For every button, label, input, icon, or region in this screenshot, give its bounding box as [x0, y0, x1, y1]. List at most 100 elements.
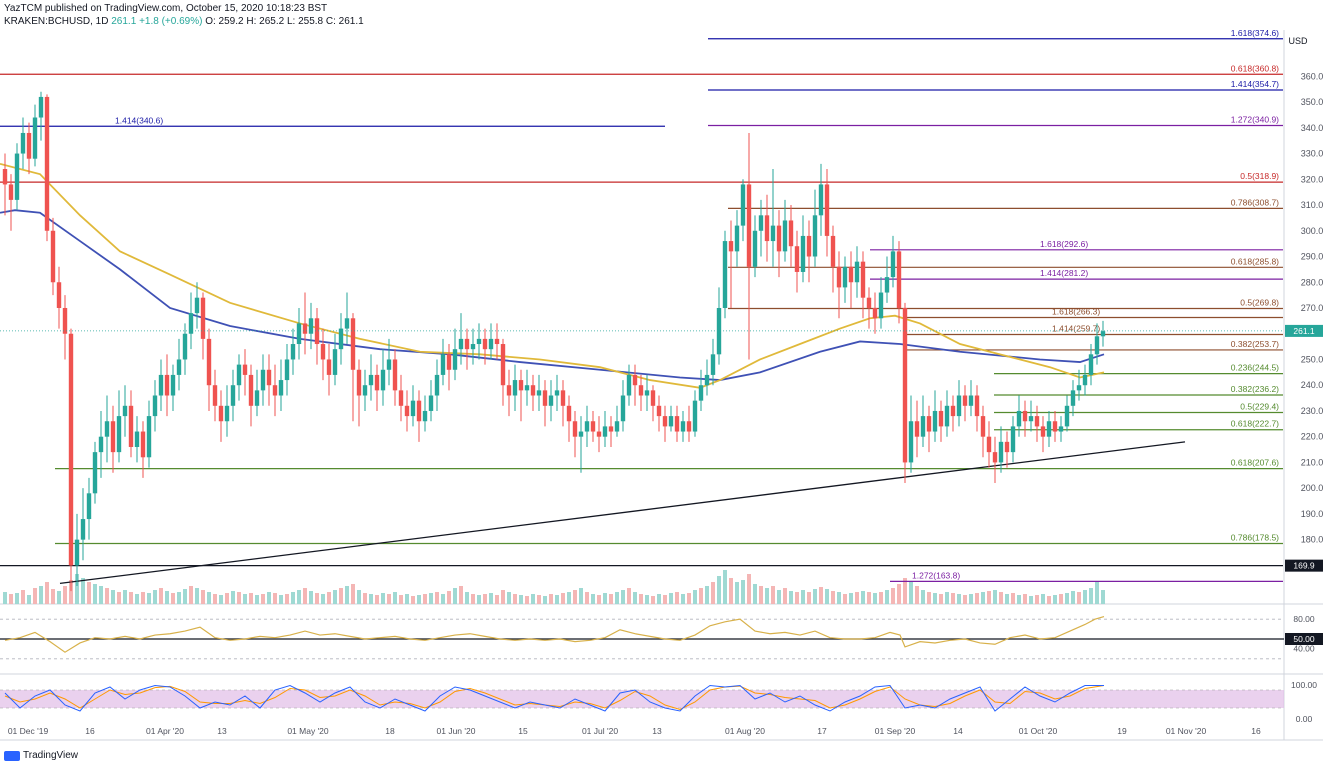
candle-body — [62, 307, 68, 334]
candle-body — [440, 354, 446, 375]
volume-bar — [81, 578, 85, 604]
volume-bar — [1053, 595, 1057, 604]
volume-bar — [405, 594, 409, 604]
candle-body — [74, 539, 80, 566]
candle-body — [812, 215, 818, 257]
volume-bar — [237, 592, 241, 604]
candle-body — [212, 385, 218, 406]
candle-body — [296, 323, 302, 345]
candle — [740, 179, 746, 242]
candle-body — [422, 410, 428, 422]
candle-body — [722, 241, 728, 308]
candle — [914, 400, 920, 458]
volume-bar — [297, 590, 301, 604]
candle — [74, 513, 80, 586]
candle-body — [800, 235, 806, 272]
candle — [200, 292, 206, 360]
volume-bar — [123, 590, 127, 604]
volume-bar — [1065, 593, 1069, 604]
candle-body — [260, 369, 266, 391]
volume-bar — [771, 586, 775, 604]
last-price-value: 261.1 — [111, 16, 137, 27]
candle-body — [728, 241, 734, 252]
candle-body — [392, 359, 398, 391]
volume-bar — [747, 574, 751, 604]
candle — [440, 338, 446, 386]
volume-bar — [135, 594, 139, 604]
candle — [62, 295, 68, 360]
candle-body — [368, 374, 374, 386]
candle — [128, 390, 134, 458]
candle — [50, 217, 56, 296]
candle — [92, 441, 98, 504]
candle — [590, 410, 596, 442]
candle-body — [518, 380, 524, 391]
volume-bar — [1023, 594, 1027, 604]
candle-body — [350, 318, 356, 370]
candle — [926, 405, 932, 453]
volume-bar — [873, 593, 877, 604]
candle-body — [770, 225, 776, 242]
volume-bar — [333, 590, 337, 604]
volume-bar — [537, 595, 541, 604]
candle — [992, 436, 998, 484]
volume-bar — [579, 588, 583, 604]
candle — [878, 277, 884, 329]
candle-body — [410, 400, 416, 417]
candle-body — [452, 349, 458, 370]
fib-level-label: 1.414(259.7) — [1052, 324, 1100, 334]
candle — [2, 153, 8, 216]
candle-body — [608, 426, 614, 432]
low-value: L: 255.8 — [286, 16, 324, 27]
volume-bar — [819, 587, 823, 604]
candle — [548, 380, 554, 422]
candle — [824, 168, 830, 257]
tradingview-icon — [4, 750, 20, 761]
candle — [1058, 416, 1064, 442]
volume-bar — [141, 592, 145, 604]
volume-bar — [213, 594, 217, 604]
volume-bar — [765, 588, 769, 604]
fib-level-label: 0.618(222.7) — [1231, 419, 1279, 429]
volume-bar — [921, 590, 925, 604]
volume-bar — [1005, 594, 1009, 604]
candle-body — [278, 380, 284, 396]
volume-bar — [1089, 588, 1093, 604]
candle-body — [56, 282, 62, 308]
volume-bar — [645, 595, 649, 604]
candle-body — [998, 441, 1004, 463]
volume-bar — [165, 591, 169, 604]
candle — [164, 354, 170, 417]
symbol-label[interactable]: KRAKEN:BCHUSD, 1D — [4, 16, 109, 27]
candle — [950, 395, 956, 432]
candle-body — [848, 266, 854, 283]
volume-bar — [879, 592, 883, 604]
candle-body — [380, 369, 386, 391]
volume-bar — [219, 595, 223, 604]
candle — [356, 359, 362, 427]
candle — [1040, 416, 1046, 453]
volume-bar — [453, 588, 457, 604]
candle — [470, 328, 476, 365]
candle — [104, 395, 110, 463]
candle-body — [494, 338, 500, 345]
candle-body — [842, 266, 848, 288]
volume-bar — [681, 594, 685, 604]
volume-bar — [699, 588, 703, 604]
candle — [542, 380, 548, 427]
candle — [578, 416, 584, 473]
candle — [320, 328, 326, 381]
tradingview-logo[interactable]: TradingView — [4, 750, 78, 761]
candle — [308, 302, 314, 350]
candle-body — [710, 354, 716, 375]
volume-bar — [429, 593, 433, 604]
candle-body — [590, 421, 596, 432]
volume-bar — [51, 589, 55, 604]
fib-level-label: 1.272(163.8) — [912, 570, 960, 580]
candle — [668, 405, 674, 432]
volume-bar — [3, 592, 7, 604]
volume-bar — [723, 570, 727, 604]
volume-bar — [321, 594, 325, 604]
